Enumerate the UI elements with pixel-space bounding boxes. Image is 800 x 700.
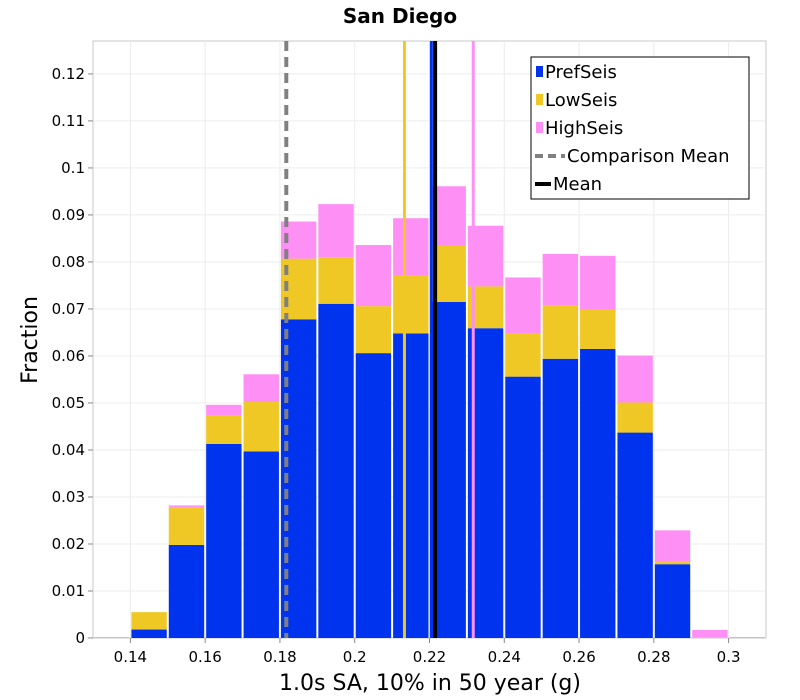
bar-lowseis [355, 306, 392, 354]
legend-label: HighSeis [545, 118, 623, 139]
bar-lowseis [168, 507, 205, 545]
legend-swatch-prefseis [536, 66, 543, 77]
x-tick-label: 0.2 [343, 648, 367, 666]
bar-lowseis [580, 309, 616, 349]
y-axis-ticks: 0 0.01 0.02 0.03 0.04 0.05 0.06 0.07 0.08 0.09 0.1… [52, 65, 93, 647]
y-tick-label: 0.08 [52, 253, 85, 271]
y-tick-label: 0.01 [52, 582, 85, 600]
y-tick-label: 0.1 [61, 159, 85, 177]
y-tick-label: 0.07 [52, 300, 85, 318]
legend-label: Mean [553, 174, 602, 195]
bar-lowseis [318, 257, 354, 304]
bar-highseis [654, 530, 691, 562]
bar-prefseis [617, 432, 653, 638]
x-tick-label: 0.3 [717, 648, 741, 666]
bar-lowseis [505, 333, 541, 377]
bar-lowseis [243, 402, 279, 452]
x-tick-label: 0.14 [114, 648, 147, 666]
x-axis-ticks: 0.14 0.16 0.18 0.2 0.22 0.24 0.26 0.28 0.3 [114, 638, 741, 666]
y-tick-label: 0.02 [52, 535, 85, 553]
y-tick-label: 0.04 [52, 441, 85, 459]
y-tick-label: 0.11 [52, 112, 85, 130]
bar-prefseis [243, 451, 279, 638]
bar-prefseis [393, 333, 429, 638]
x-tick-label: 0.26 [562, 648, 595, 666]
bar-prefseis [580, 348, 616, 638]
bar-highseis [318, 204, 354, 258]
legend-box [530, 56, 750, 200]
legend: PrefSeis LowSeis HighSeis Comparison Mean Me… [530, 56, 750, 200]
legend-swatch-lowseis [536, 94, 543, 105]
chart-title: San Diego [343, 4, 457, 28]
y-tick-label: 0.03 [52, 488, 85, 506]
legend-label: Comparison Mean [567, 146, 730, 167]
bar-highseis [355, 245, 392, 307]
bar-highseis [542, 253, 579, 306]
bar-highseis [393, 218, 429, 276]
x-tick-label: 0.22 [413, 648, 446, 666]
y-tick-label: 0.12 [52, 65, 85, 83]
bar-lowseis [131, 612, 167, 630]
y-tick-label: 0.05 [52, 394, 85, 412]
bar-highseis [617, 355, 653, 403]
mean-lines [284, 41, 475, 638]
bar-highseis [168, 505, 205, 508]
legend-label: LowSeis [545, 90, 617, 111]
bar-lowseis [654, 561, 691, 565]
bar-lowseis [692, 637, 728, 638]
bar-prefseis [542, 358, 579, 638]
bar-highseis [729, 637, 765, 638]
x-tick-label: 0.18 [263, 648, 296, 666]
bar-highseis [692, 630, 728, 638]
bar-lowseis [542, 305, 579, 359]
x-tick-label: 0.16 [188, 648, 221, 666]
bar-highseis [580, 255, 616, 310]
bar-prefseis [654, 564, 691, 638]
x-tick-label: 0.24 [488, 648, 521, 666]
legend-label: PrefSeis [545, 62, 617, 83]
y-tick-label: 0 [75, 629, 85, 647]
x-axis-label: 1.0s SA, 10% in 50 year (g) [279, 671, 581, 696]
bar-lowseis [617, 402, 653, 433]
y-tick-label: 0.09 [52, 206, 85, 224]
x-tick-label: 0.28 [637, 648, 670, 666]
bar-prefseis [131, 629, 167, 638]
bar-lowseis [94, 637, 130, 638]
legend-swatch-highseis [536, 122, 543, 133]
bar-prefseis [505, 376, 541, 638]
y-tick-label: 0.06 [52, 347, 85, 365]
bar-highseis [505, 277, 541, 334]
bar-lowseis [393, 275, 429, 334]
bar-lowseis [206, 415, 242, 444]
bar-prefseis [355, 353, 392, 638]
bar-prefseis [168, 544, 205, 638]
bar-prefseis [318, 303, 354, 638]
y-axis-label: Fraction [18, 296, 43, 384]
bar-prefseis [206, 443, 242, 638]
bar-highseis [243, 374, 279, 403]
bar-highseis [206, 404, 242, 416]
